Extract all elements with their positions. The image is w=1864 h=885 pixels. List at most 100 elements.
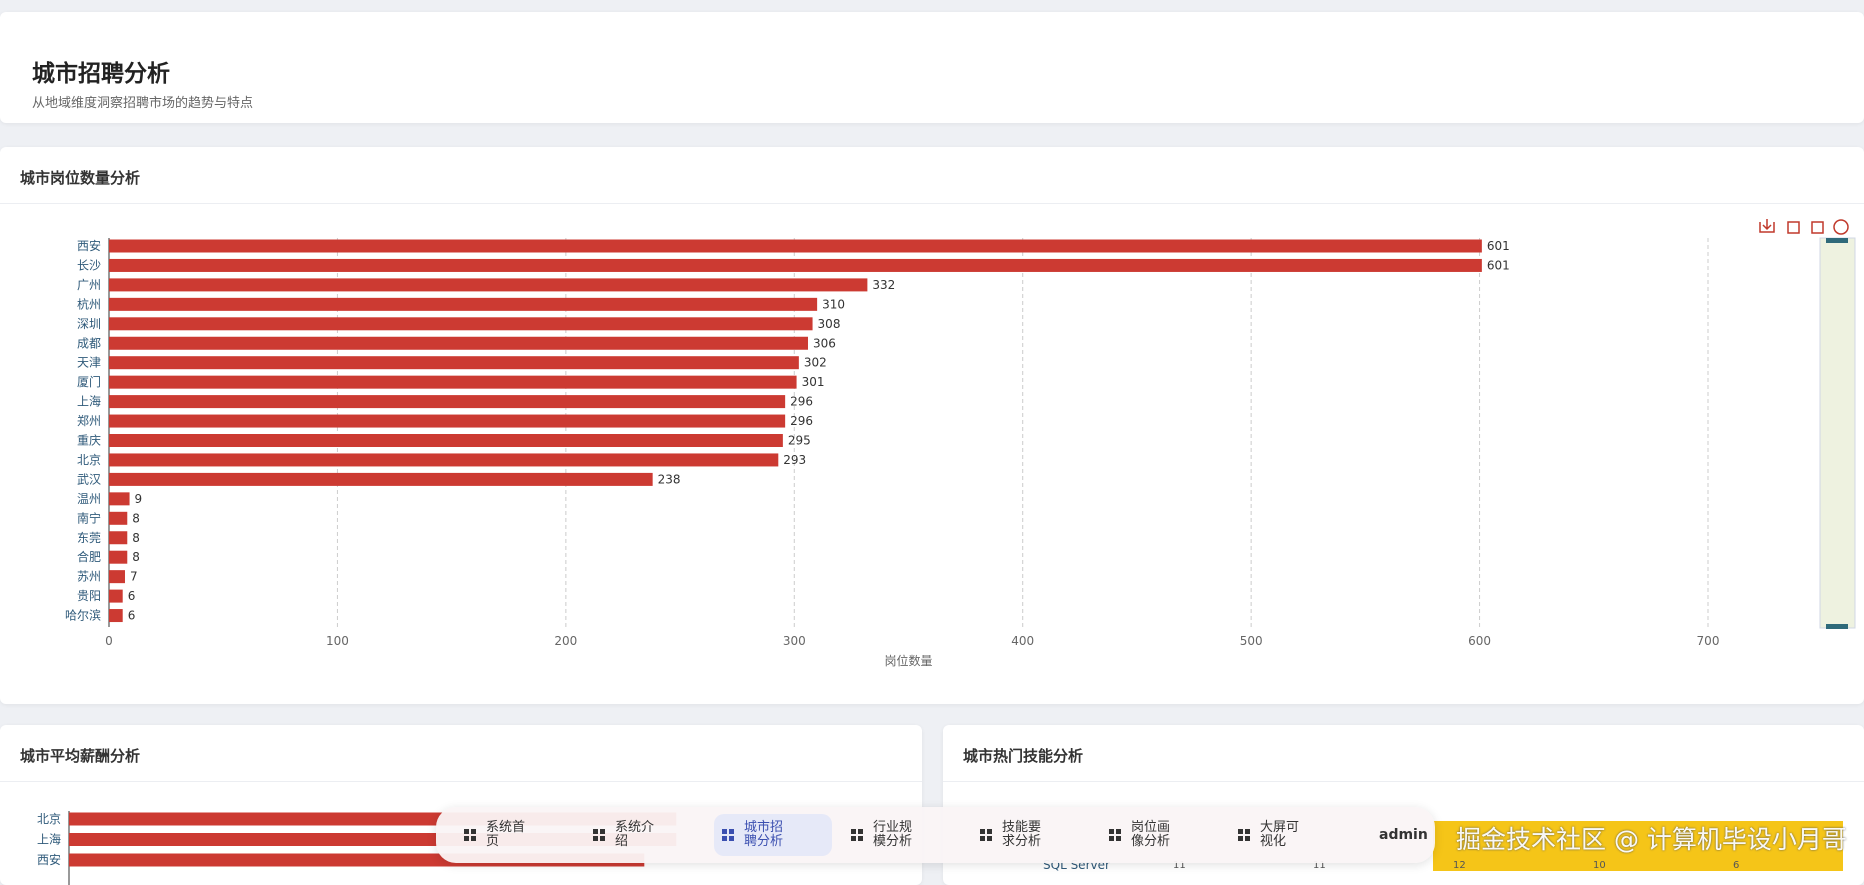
header-card: 城市招聘分析 从地域维度洞察招聘市场的趋势与特点 [0,12,1864,123]
bar [109,356,799,370]
y-tick-label: 西安 [37,852,61,867]
y-tick-label: 西安 [77,238,101,253]
y-tick-label: 贵阳 [77,589,101,603]
value-label: 296 [790,414,813,428]
bar [109,472,653,486]
bar [109,531,128,545]
nav-item[interactable]: 大屏可视化 [1230,814,1348,856]
data-zoom[interactable] [1819,237,1856,629]
y-tick-label: 广州 [77,278,101,292]
x-tick-label: 300 [783,634,806,648]
bar [109,492,130,506]
value-label: 8 [132,550,140,564]
value-label: 332 [872,278,895,292]
y-tick-label: 郑州 [77,413,101,428]
bar [109,297,818,311]
y-tick-label: 武汉 [77,472,101,486]
y-tick-label: 苏州 [77,570,101,584]
nav-label: 岗位画像分析 [1131,820,1171,849]
y-tick-label: 上海 [77,394,101,409]
x-tick-label: 100 [326,634,349,648]
x-tick-label: 700 [1697,634,1720,648]
bar [109,511,128,525]
page-subtitle: 从地域维度洞察招聘市场的趋势与特点 [32,96,254,111]
bar [109,336,808,350]
watermark: 掘金技术社区 @ 计算机毕设小月哥 [1456,825,1847,854]
y-tick-label: 北京 [77,453,101,467]
value-label: 601 [1487,239,1510,253]
x-tick-label: 400 [1011,634,1034,648]
value-label: 306 [813,336,836,350]
cell-value: 6 [1733,860,1740,871]
cell-value: 12 [1453,860,1466,871]
page-title: 城市招聘分析 [32,61,170,87]
y-tick-label: 南宁 [77,510,101,525]
nav-item[interactable]: 系统介绍 [585,814,703,856]
x-tick-label: 200 [554,634,577,648]
y-tick-label: 上海 [37,832,61,847]
y-tick-label: 北京 [37,812,61,826]
nav-item[interactable]: 行业规模分析 [843,814,961,856]
value-label: 308 [818,317,841,331]
y-tick-label: 东莞 [77,531,101,545]
nav-icon [1109,829,1121,841]
bar [109,434,783,447]
value-label: 6 [128,609,136,623]
nav-item[interactable]: 岗位画像分析 [1101,814,1219,856]
y-tick-label: 长沙 [77,258,101,272]
panel-title: 城市岗位数量分析 [20,169,141,187]
value-label: 8 [132,511,140,525]
cell-value: 10 [1593,860,1606,871]
value-label: 295 [788,434,811,448]
bar [109,589,123,603]
heatmap-cell [1433,821,1843,871]
cell-value: 11 [1313,860,1326,871]
y-tick-label: 哈尔滨 [65,608,101,623]
nav-item[interactable]: 系统首页 [456,814,574,856]
nav-item[interactable]: 技能要求分析 [972,814,1090,856]
bar [109,570,125,584]
panel-title: 城市平均薪酬分析 [20,747,141,765]
y-tick-label: 天津 [77,356,101,370]
chart-card: 城市岗位数量分析 0 100 200 300 400 500 600 700 岗位数量 西安 601… [0,147,1864,704]
bar [109,453,779,467]
nav-label: 系统首页 [486,820,526,849]
value-label: 601 [1487,258,1510,272]
nav-label: 技能要求分析 [1002,820,1042,849]
y-tick-label: 合肥 [77,549,101,564]
value-label: 6 [128,589,136,603]
bar [109,395,786,409]
y-tick-label: 温州 [77,492,101,506]
nav-label: 城市招聘分析 [744,820,784,849]
value-label: 7 [130,570,138,584]
nav-bar: 系统首页 系统介绍 城市招聘分析 行业规模分析 技能要求分析 岗位画像分析 大屏可视化 adm… [436,807,1435,863]
nav-label: 系统介绍 [615,820,655,849]
zoom-handle[interactable] [1826,624,1848,629]
bar [109,239,1482,253]
bar [109,258,1482,272]
y-tick-label: 成都 [77,336,101,350]
bar [109,375,797,389]
zoom-handle[interactable] [1826,238,1848,243]
value-label: 238 [658,472,681,486]
value-label: 8 [132,531,140,545]
nav-label: 行业规模分析 [873,820,913,849]
chart: 0 100 200 300 400 500 600 700 岗位数量 西安 601 长沙 601 广州 33… [65,219,1856,668]
bar [109,550,128,564]
value-label: 301 [802,375,825,389]
nav-icon [1238,829,1250,841]
y-tick-label: 厦门 [77,374,101,389]
bar [109,317,813,331]
nav-icon [464,829,476,841]
value-label: 9 [135,492,143,506]
nav-icon [980,829,992,841]
user-name[interactable]: admin [1379,827,1428,843]
nav-icon [851,829,863,841]
toolbox[interactable] [1759,219,1849,235]
x-tick-label: 0 [105,634,113,648]
nav-label: 大屏可视化 [1260,820,1300,849]
bar [109,414,786,428]
nav-item[interactable]: 城市招聘分析 [714,814,832,856]
x-tick-label: 600 [1468,634,1491,648]
